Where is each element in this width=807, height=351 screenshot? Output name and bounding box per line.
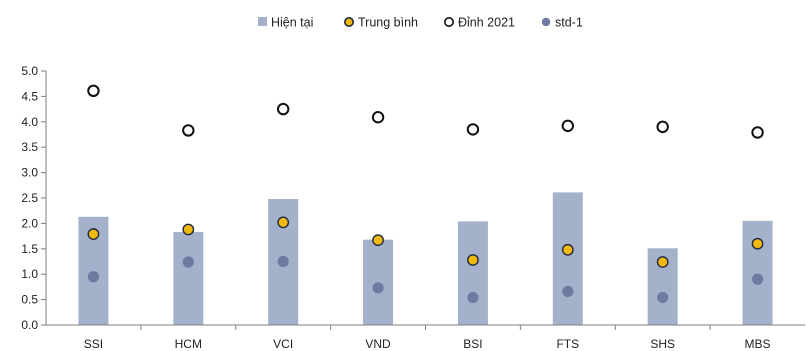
point-std-minus-1-shs xyxy=(657,291,669,304)
point-std-minus-1-fts xyxy=(562,285,574,298)
point-average-mbs xyxy=(751,237,764,250)
y-tick-label: 5.0 xyxy=(21,64,38,78)
x-tick-label-bsi: BSI xyxy=(463,337,482,351)
x-tick-label-mbs: MBS xyxy=(745,337,771,351)
legend-item-hien-tai: Hiện tại xyxy=(258,16,313,30)
point-std-minus-1-vci xyxy=(277,255,289,268)
y-tick-label: 3.5 xyxy=(21,140,38,154)
bar-fts xyxy=(552,192,583,325)
point-average-vnd xyxy=(372,234,384,247)
x-tick-label-hcm: HCM xyxy=(175,337,202,351)
point-peak-2021-shs xyxy=(656,120,669,134)
bar-hcm xyxy=(173,232,204,325)
point-average-hcm xyxy=(182,223,195,236)
x-tick-label-vnd: VND xyxy=(365,337,391,351)
y-tick-label: 4.0 xyxy=(21,115,38,129)
y-tick-label: 0.5 xyxy=(21,293,38,307)
legend-marker xyxy=(541,17,551,27)
point-peak-2021-ssi xyxy=(87,84,100,98)
x-tick-label-shs: SHS xyxy=(650,337,675,351)
legend: Hiện tại Trung bình Đỉnh 2021 std-1 xyxy=(258,16,583,30)
legend-item-dinh-2021: Đỉnh 2021 xyxy=(443,16,515,30)
legend-item-trung-binh: Trung bình xyxy=(343,16,418,30)
point-std-minus-1-hcm xyxy=(182,256,194,268)
point-std-minus-1-mbs xyxy=(751,273,764,285)
bar-layer xyxy=(78,192,773,325)
point-average-bsi xyxy=(467,254,479,266)
bar-bsi xyxy=(457,221,488,325)
legend-label: std-1 xyxy=(555,16,583,30)
x-tick-label-vci: VCI xyxy=(273,337,293,351)
x-tick-label-fts: FTS xyxy=(556,337,579,351)
point-average-shs xyxy=(656,256,669,268)
point-average-fts xyxy=(561,243,574,256)
point-average-ssi xyxy=(87,228,100,240)
point-peak-2021-bsi xyxy=(466,123,480,136)
x-tick-label-ssi: SSI xyxy=(84,337,103,351)
point-peak-2021-hcm xyxy=(182,124,195,137)
legend-item-std-1: std-1 xyxy=(541,16,583,30)
legend-label: Hiện tại xyxy=(271,16,313,30)
legend-swatch xyxy=(258,17,267,26)
legend-label: Đỉnh 2021 xyxy=(458,16,515,30)
y-tick-label: 2.0 xyxy=(21,216,38,230)
legend-label: Trung bình xyxy=(358,16,418,30)
point-average-vci xyxy=(277,216,290,229)
bar-mbs xyxy=(742,220,773,325)
legend-marker xyxy=(443,16,454,27)
point-std-minus-1-ssi xyxy=(87,271,100,283)
point-peak-2021-vnd xyxy=(371,111,385,124)
y-tick-label: 0.0 xyxy=(21,318,38,332)
y-tick-label: 1.5 xyxy=(21,242,38,256)
point-layer xyxy=(87,84,764,304)
point-peak-2021-fts xyxy=(561,119,575,133)
point-peak-2021-mbs xyxy=(751,126,764,139)
point-std-minus-1-bsi xyxy=(467,291,479,304)
point-std-minus-1-vnd xyxy=(372,282,384,294)
y-tick-label: 3.0 xyxy=(21,166,38,180)
y-tick-label: 1.0 xyxy=(21,267,38,281)
legend-marker xyxy=(343,16,354,27)
y-tick-label: 4.5 xyxy=(21,89,38,103)
axes: 0.0 0.5 1.0 1.5 2.0 2.5 3.0 3.5 4.0 4.5 5.0 SSI HCM V… xyxy=(21,64,805,351)
y-tick-label: 2.5 xyxy=(21,191,38,205)
point-peak-2021-vci xyxy=(276,102,290,116)
